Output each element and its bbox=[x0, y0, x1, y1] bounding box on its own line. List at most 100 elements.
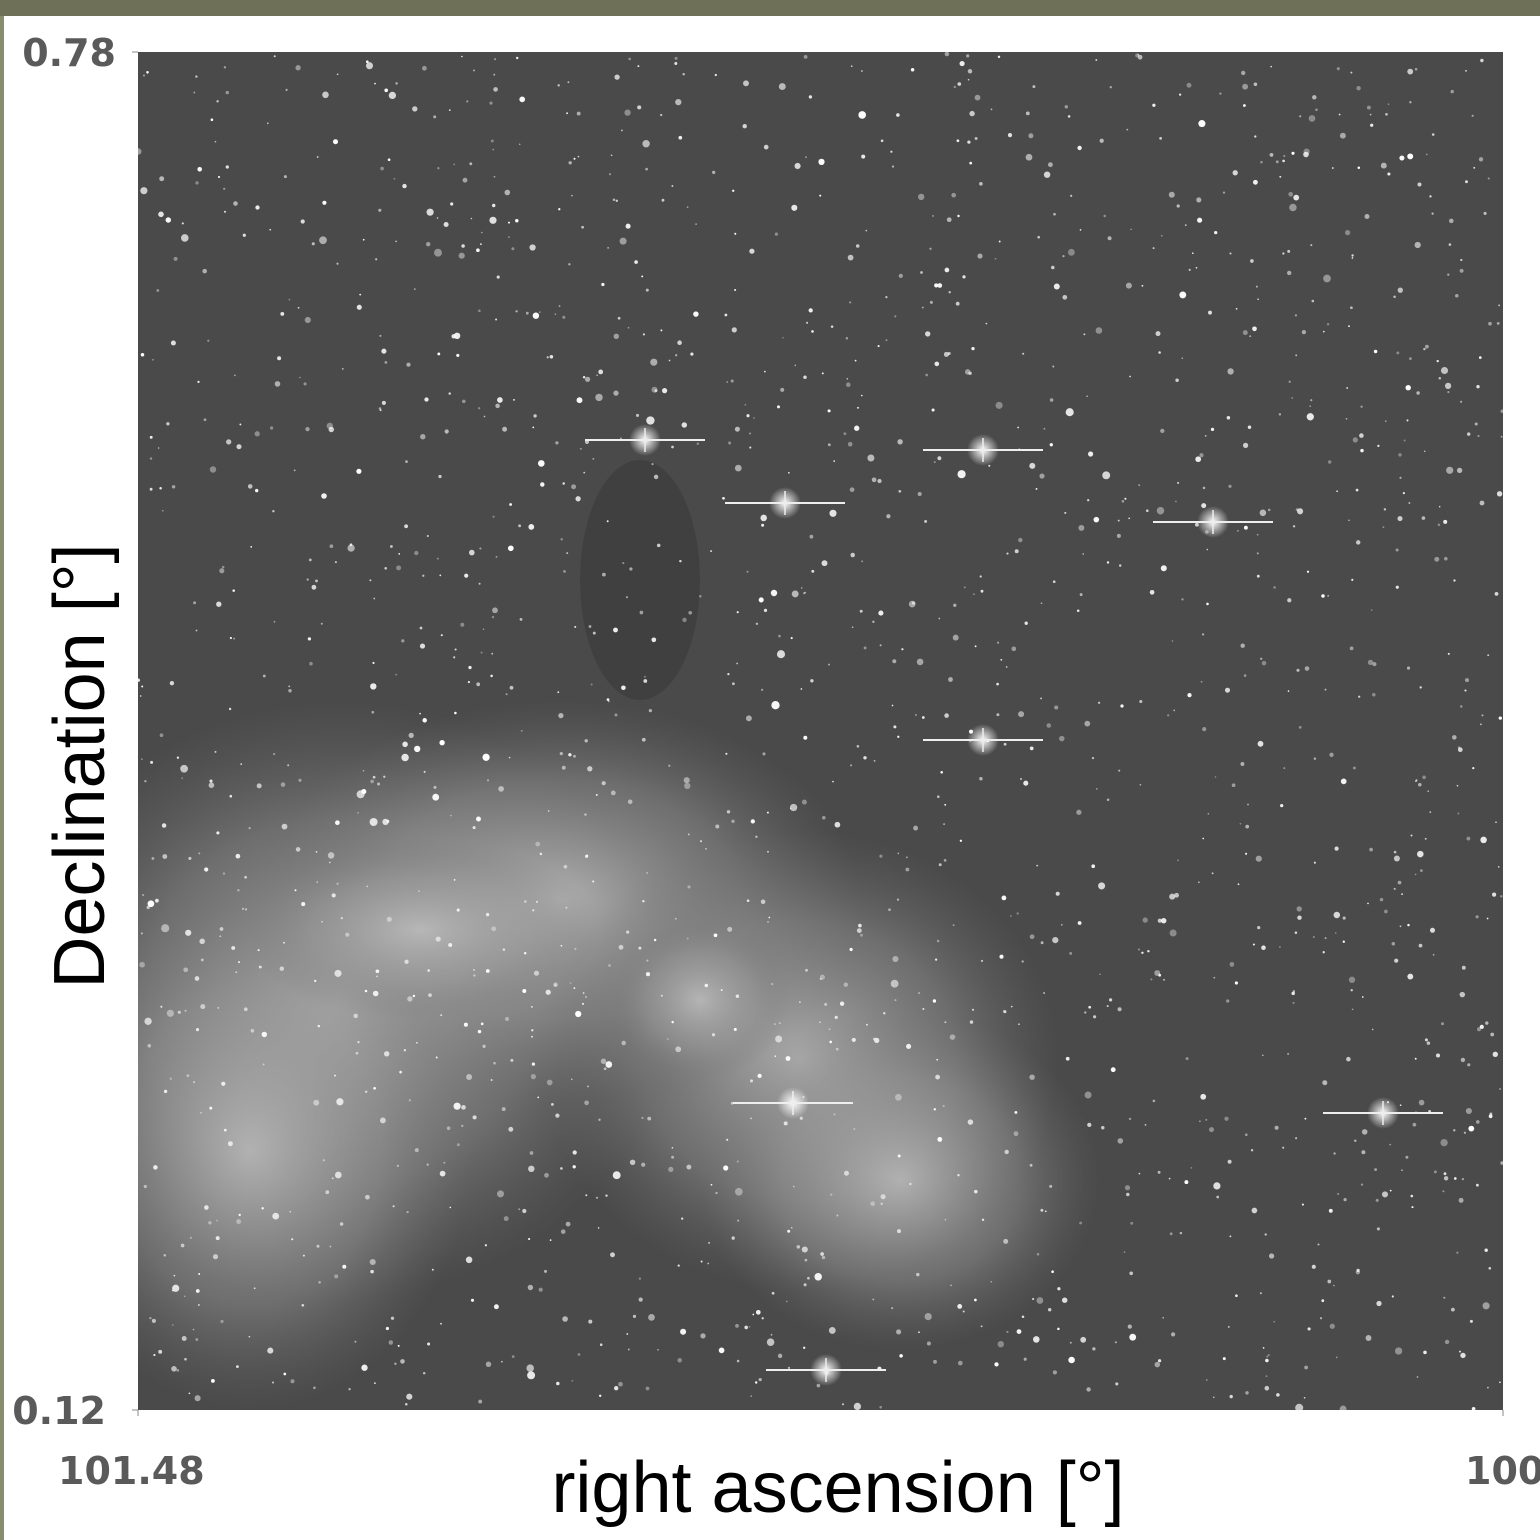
star bbox=[267, 122, 269, 124]
star bbox=[1033, 1336, 1040, 1343]
star bbox=[744, 1326, 748, 1330]
star bbox=[1464, 1132, 1466, 1134]
star bbox=[790, 804, 797, 811]
star bbox=[476, 248, 480, 252]
star bbox=[528, 1166, 534, 1172]
star bbox=[1011, 646, 1016, 651]
star bbox=[671, 185, 673, 187]
star bbox=[220, 1320, 223, 1323]
star bbox=[681, 1217, 683, 1219]
star bbox=[254, 1287, 256, 1289]
star bbox=[605, 1061, 612, 1068]
star bbox=[1358, 167, 1361, 170]
star bbox=[479, 583, 481, 585]
star bbox=[1335, 847, 1339, 851]
star bbox=[1207, 549, 1209, 551]
star bbox=[531, 1029, 533, 1031]
star bbox=[1085, 1092, 1092, 1099]
star bbox=[1088, 1006, 1091, 1009]
y-tick-label: 0.12 bbox=[12, 1389, 106, 1433]
star bbox=[1227, 368, 1233, 374]
star bbox=[509, 503, 512, 506]
star bbox=[937, 456, 941, 460]
star bbox=[1297, 906, 1302, 911]
star bbox=[974, 1299, 977, 1302]
star bbox=[639, 1298, 643, 1302]
star bbox=[1107, 561, 1109, 563]
star bbox=[881, 139, 884, 142]
star bbox=[795, 163, 801, 169]
star bbox=[715, 825, 719, 829]
star bbox=[918, 492, 922, 496]
star bbox=[354, 1341, 356, 1343]
star bbox=[357, 305, 362, 310]
star bbox=[719, 1348, 725, 1354]
star bbox=[711, 1184, 713, 1186]
star bbox=[1466, 1108, 1472, 1114]
star bbox=[457, 909, 460, 912]
star bbox=[1419, 944, 1423, 948]
star bbox=[731, 380, 734, 383]
star bbox=[365, 1091, 367, 1093]
star bbox=[1323, 951, 1325, 953]
star bbox=[1078, 921, 1082, 925]
star bbox=[1352, 1008, 1354, 1010]
star bbox=[886, 514, 890, 518]
star bbox=[1305, 666, 1310, 671]
star bbox=[911, 68, 915, 72]
star bbox=[560, 1167, 563, 1170]
star bbox=[152, 857, 155, 860]
star bbox=[148, 900, 155, 907]
star bbox=[761, 524, 764, 527]
star bbox=[1304, 1118, 1306, 1120]
star bbox=[896, 113, 900, 117]
star bbox=[684, 777, 690, 783]
star bbox=[1158, 1171, 1161, 1174]
star bbox=[313, 1386, 316, 1389]
star bbox=[176, 1369, 179, 1372]
star bbox=[583, 472, 585, 474]
star bbox=[767, 851, 769, 853]
star bbox=[1457, 468, 1462, 473]
x-tick-label: 101.48 bbox=[58, 1449, 205, 1493]
star bbox=[1480, 59, 1483, 62]
star bbox=[489, 217, 496, 224]
star bbox=[750, 1118, 752, 1120]
star bbox=[1076, 810, 1081, 815]
star bbox=[999, 955, 1003, 959]
star bbox=[422, 66, 427, 71]
star bbox=[794, 365, 796, 367]
star bbox=[688, 833, 690, 835]
star bbox=[994, 1362, 998, 1366]
star bbox=[405, 460, 408, 463]
star bbox=[854, 1403, 861, 1410]
star bbox=[544, 1173, 549, 1178]
star bbox=[1457, 785, 1459, 787]
star bbox=[281, 782, 286, 787]
star bbox=[861, 155, 865, 159]
star bbox=[835, 822, 841, 828]
star bbox=[1051, 266, 1055, 270]
star bbox=[1245, 853, 1247, 855]
star bbox=[1052, 937, 1058, 943]
star bbox=[1069, 952, 1072, 955]
star bbox=[365, 990, 368, 993]
star bbox=[249, 1336, 251, 1338]
star bbox=[807, 1277, 810, 1280]
star bbox=[1411, 1206, 1413, 1208]
star bbox=[1054, 284, 1060, 290]
star bbox=[1001, 895, 1006, 900]
star bbox=[255, 431, 260, 436]
star bbox=[456, 354, 459, 357]
star bbox=[940, 771, 943, 774]
star bbox=[1092, 757, 1094, 759]
star bbox=[818, 159, 824, 165]
star bbox=[1265, 1233, 1267, 1235]
star bbox=[878, 611, 883, 616]
star bbox=[1185, 224, 1187, 226]
star bbox=[1077, 610, 1080, 613]
star bbox=[915, 714, 917, 716]
star bbox=[460, 623, 464, 627]
star bbox=[1307, 571, 1309, 573]
star bbox=[661, 995, 663, 997]
